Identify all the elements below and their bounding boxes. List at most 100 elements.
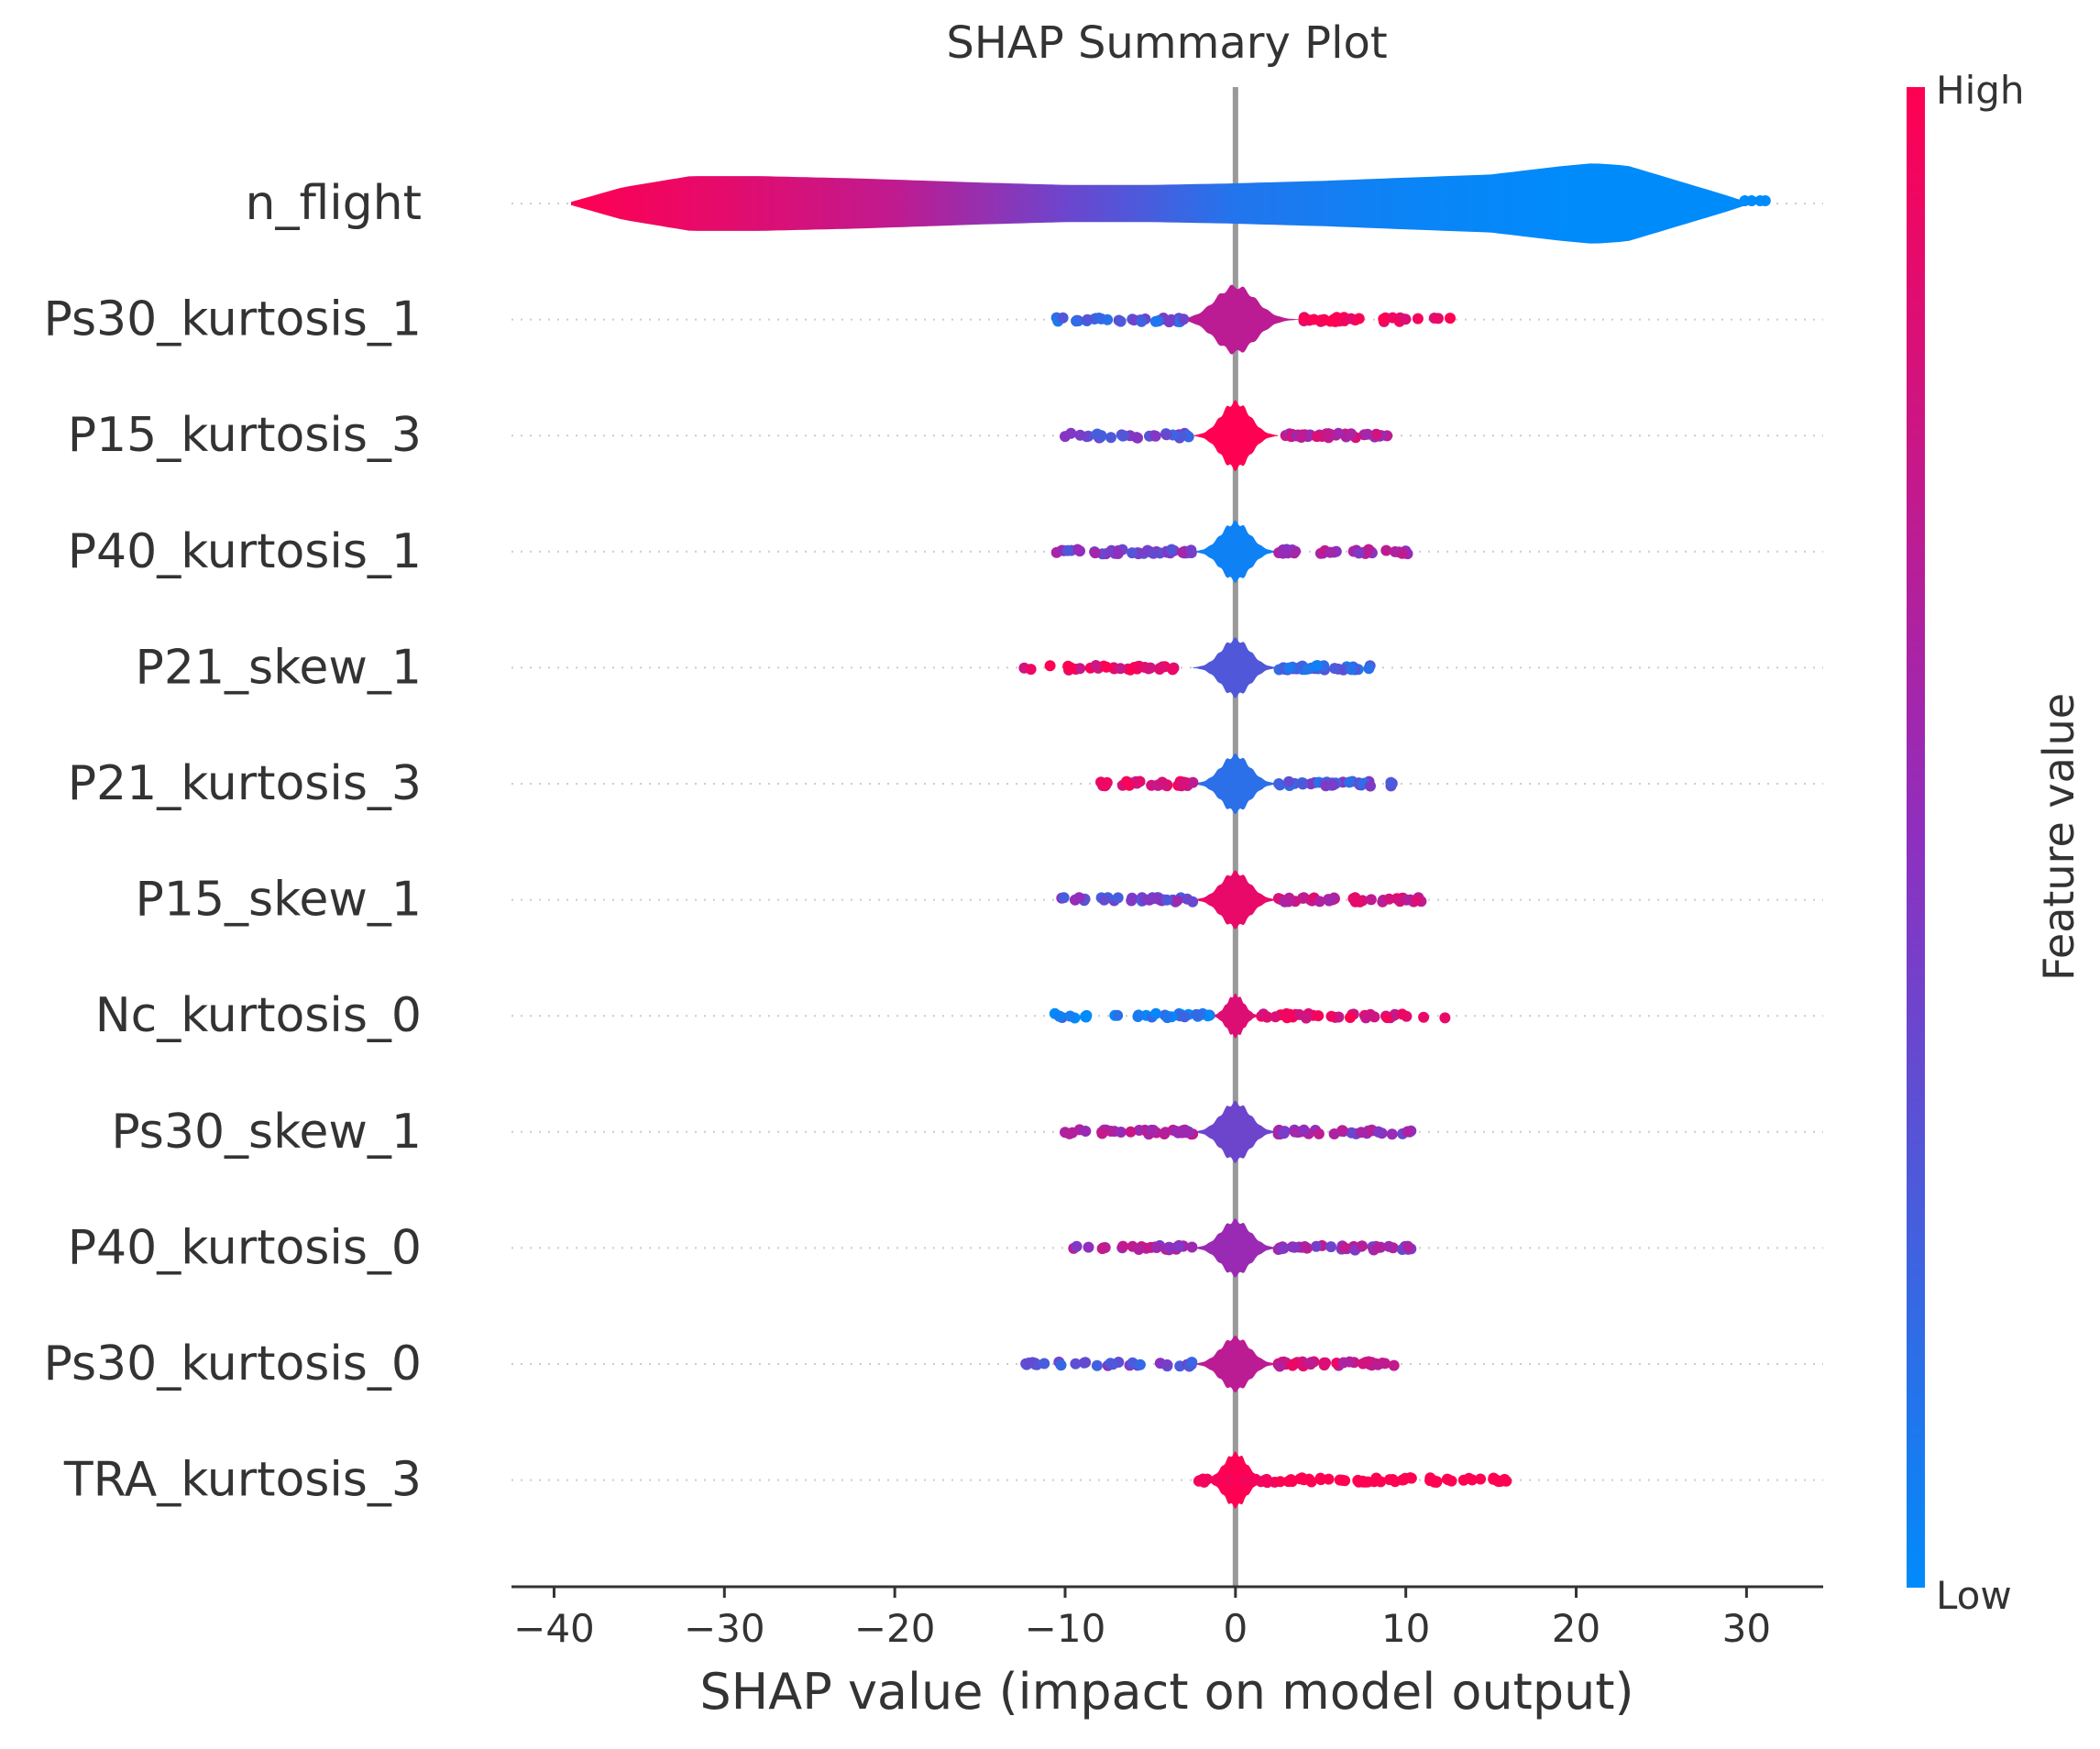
violin-p21-kurtosis-3 [1193,753,1279,815]
x-tick-label: 30 [1722,1606,1771,1651]
shap-dot-nc-kurtosis-0 [1081,1009,1093,1021]
x-tick-label: 0 [1223,1606,1248,1651]
shap-dot-ps30-kurtosis-0 [1107,1358,1119,1370]
shap-dot-ps30-kurtosis-1 [1178,314,1190,325]
shap-dot-tra-kurtosis-3 [1248,1474,1259,1486]
shap-dot-tra-kurtosis-3 [1238,1474,1249,1486]
shap-dot-nc-kurtosis-0 [1418,1011,1430,1023]
shap-dot-p15-skew-1 [1298,892,1310,904]
shap-dot-p21-skew-1 [1157,661,1169,673]
shap-dot-ps30-skew-1 [1278,1128,1290,1139]
shap-dot-p21-kurtosis-3 [1365,780,1376,792]
shap-dot-p40-kurtosis-0 [1289,1241,1301,1253]
shap-dot-p15-skew-1 [1073,892,1085,904]
violin-ps30-kurtosis-0 [1193,1335,1279,1393]
shap-dot-p21-skew-1 [1044,660,1056,672]
shap-dot-p40-kurtosis-1 [1166,544,1178,556]
shap-dot-p21-skew-1 [1363,663,1375,675]
shap-dot-ps30-skew-1 [1115,1127,1127,1138]
violin-layer [571,163,1747,1509]
colorbar-high-label: High [1936,68,2025,113]
x-tick-label: 20 [1552,1606,1600,1651]
shap-dot-p21-skew-1 [1090,660,1102,671]
shap-dot-tra-kurtosis-3 [1224,1474,1236,1486]
feature-label-p21-kurtosis-3: P21_kurtosis_3 [68,756,422,811]
shap-dot-p21-kurtosis-3 [1297,778,1309,790]
shap-dot-p40-kurtosis-0 [1383,1240,1395,1252]
feature-label-n-flight: n_flight [245,176,422,231]
violin-ps30-kurtosis-1 [1184,284,1304,355]
shap-dot-nc-kurtosis-0 [1179,1011,1191,1023]
shap-dot-ps30-skew-1 [1402,1126,1413,1138]
shap-dot-ps30-kurtosis-0 [1091,1359,1103,1371]
shap-dot-p21-kurtosis-3 [1157,776,1168,788]
shap-dot-p40-kurtosis-0 [1278,1242,1290,1254]
shap-dot-p21-kurtosis-3 [1134,776,1146,787]
shap-dot-p21-skew-1 [1143,663,1154,675]
shap-dot-ps30-skew-1 [1181,1127,1193,1138]
shap-dot-nc-kurtosis-0 [1133,1009,1145,1021]
shap-dot-p40-kurtosis-0 [1186,1241,1198,1253]
shap-dot-p15-skew-1 [1149,893,1160,905]
shap-dot-tra-kurtosis-3 [1210,1474,1222,1486]
outlier-dot-n-flight [1745,195,1757,206]
row-guides [511,203,1823,1481]
shap-dot-ps30-kurtosis-1 [1094,313,1105,324]
shap-dot-ps30-kurtosis-1 [1115,315,1127,327]
shap-dot-ps30-skew-1 [1067,1127,1078,1138]
shap-dot-ps30-kurtosis-1 [1057,312,1069,324]
shap-dot-p15-kurtosis-3 [1311,431,1323,443]
shap-dot-p40-kurtosis-0 [1071,1240,1083,1252]
shap-dot-nc-kurtosis-0 [1313,1010,1325,1022]
shap-dot-p15-kurtosis-3 [1320,428,1332,440]
shap-dot-p15-skew-1 [1324,895,1335,907]
shap-dot-ps30-kurtosis-0 [1274,1360,1286,1372]
shap-dot-p21-skew-1 [1346,664,1358,676]
shap-dot-ps30-skew-1 [1372,1126,1384,1138]
shap-dot-p40-kurtosis-1 [1112,548,1124,559]
shap-dot-ps30-skew-1 [1313,1128,1325,1139]
shap-dot-ps30-kurtosis-0 [1186,1357,1198,1369]
shap-dot-p15-skew-1 [1098,894,1110,906]
shap-dot-ps30-kurtosis-1 [1433,313,1444,324]
shap-dot-ps30-skew-1 [1080,1126,1092,1137]
shap-dot-nc-kurtosis-0 [1064,1010,1076,1022]
shap-dot-tra-kurtosis-3 [1305,1476,1317,1488]
shap-dot-tra-kurtosis-3 [1282,1476,1294,1488]
shap-dot-ps30-skew-1 [1356,1127,1367,1138]
shap-dot-tra-kurtosis-3 [1315,1474,1327,1486]
feature-label-ps30-kurtosis-1: Ps30_kurtosis_1 [44,292,422,347]
violin-ps30-skew-1 [1193,1100,1279,1163]
shap-dot-p40-kurtosis-0 [1311,1240,1322,1252]
shap-dot-p40-kurtosis-1 [1148,547,1160,559]
shap-dot-tra-kurtosis-3 [1384,1474,1395,1486]
shap-dot-p15-skew-1 [1182,893,1193,905]
shap-dot-ps30-kurtosis-0 [1388,1359,1400,1371]
violin-p40-kurtosis-1 [1193,520,1279,583]
feature-label-p40-kurtosis-0: P40_kurtosis_0 [68,1220,422,1275]
shap-dot-p40-kurtosis-0 [1338,1242,1350,1254]
shap-dot-nc-kurtosis-0 [1261,1011,1273,1023]
shap-dot-p21-kurtosis-3 [1121,776,1132,787]
shap-dot-ps30-kurtosis-0 [1039,1358,1050,1370]
shap-dot-p15-skew-1 [1365,894,1377,906]
shap-dot-p40-kurtosis-1 [1353,547,1365,559]
shap-dot-p15-skew-1 [1171,895,1183,907]
shap-dot-p21-skew-1 [1025,664,1037,676]
x-tick-label: −40 [513,1606,595,1651]
shap-dot-ps30-kurtosis-0 [1023,1357,1035,1369]
shap-dot-p40-kurtosis-1 [1061,544,1073,556]
shap-dot-p40-kurtosis-1 [1072,544,1083,556]
shap-dot-tra-kurtosis-3 [1499,1473,1511,1485]
feature-label-tra-kurtosis-3: TRA_kurtosis_3 [63,1453,422,1508]
feature-label-nc-kurtosis-0: Nc_kurtosis_0 [95,988,422,1043]
violin-p40-kurtosis-0 [1193,1218,1279,1278]
feature-label-p21-skew-1: P21_skew_1 [136,640,422,695]
shap-dot-p21-skew-1 [1074,663,1086,675]
shap-dot-ps30-kurtosis-1 [1325,315,1336,327]
shap-dot-ps30-kurtosis-0 [1288,1358,1300,1370]
shap-dot-tra-kurtosis-3 [1260,1473,1272,1485]
shap-dot-p21-kurtosis-3 [1178,777,1190,789]
